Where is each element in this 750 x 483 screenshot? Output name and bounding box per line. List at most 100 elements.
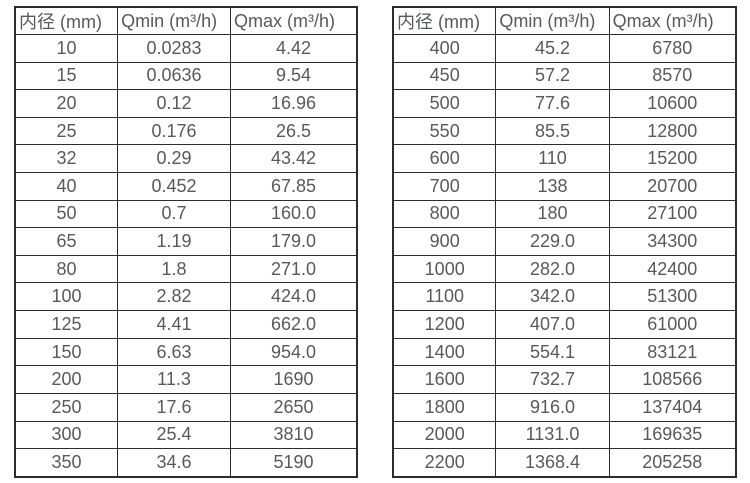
table-row: 500 77.6 10600 [392,89,737,118]
qmax-cell: 4.42 [229,34,358,63]
flow-rate-table-large-diameters: 内径 (mm) Qmin (m³/h) Qmax (m³/h) 400 45.2 6… [392,6,737,478]
qmax-cell: 6780 [608,34,737,63]
table-row: 800 180 27100 [392,199,737,229]
table-row: 550 85.5 12800 [392,116,737,146]
diameter-cell: 500 [392,89,497,118]
qmin-cell: 110 [495,144,610,174]
table-row: 50 0.7 160.0 [14,199,358,229]
qmin-cell: 1.8 [117,254,231,284]
qmax-cell: 26.5 [229,116,358,146]
diameter-cell: 80 [14,254,119,284]
qmax-cell: 137404 [608,392,737,422]
table-row: 700 138 20700 [392,172,737,201]
qmin-cell: 138 [495,172,610,201]
table-row: 600 110 15200 [392,144,737,174]
qmin-cell: 85.5 [495,116,610,146]
table-row: 900 229.0 34300 [392,227,737,256]
qmax-cell: 67.85 [229,172,358,201]
qmin-cell: 407.0 [495,310,610,339]
flow-rate-table-small-diameters: 内径 (mm) Qmin (m³/h) Qmax (m³/h) 10 0.0283… [14,6,358,478]
diameter-cell: 1600 [392,365,497,394]
table-row: 250 17.6 2650 [14,392,358,422]
table-row: 40 0.452 67.85 [14,172,358,201]
header-qmin: Qmin (m³/h) [495,6,610,35]
qmin-cell: 0.12 [117,89,231,118]
qmin-cell: 0.0636 [117,61,231,91]
qmin-cell: 25.4 [117,420,231,450]
diameter-cell: 32 [14,144,119,174]
diameter-cell: 2000 [392,420,497,450]
diameter-cell: 700 [392,172,497,201]
table-body: 10 0.0283 4.42 15 0.0636 9.54 20 0.12 16.96 25 0.1… [14,34,358,478]
qmax-cell: 83121 [608,337,737,367]
qmax-cell: 15200 [608,144,737,174]
qmin-cell: 229.0 [495,227,610,256]
qmin-cell: 2.82 [117,282,231,312]
qmax-cell: 27100 [608,199,737,229]
diameter-cell: 400 [392,34,497,63]
qmax-cell: 12800 [608,116,737,146]
header-inner-diameter: 内径 (mm) [14,6,119,35]
qmin-cell: 1131.0 [495,420,610,450]
table-row: 350 34.6 5190 [14,448,358,478]
qmax-cell: 954.0 [229,337,358,367]
diameter-cell: 150 [14,337,119,367]
qmin-cell: 1.19 [117,227,231,256]
diameter-cell: 1100 [392,282,497,312]
qmin-cell: 4.41 [117,310,231,339]
qmin-cell: 17.6 [117,392,231,422]
qmin-cell: 0.7 [117,199,231,229]
qmax-cell: 42400 [608,254,737,284]
qmin-cell: 282.0 [495,254,610,284]
diameter-cell: 550 [392,116,497,146]
diameter-cell: 350 [14,448,119,478]
qmin-cell: 34.6 [117,448,231,478]
diameter-cell: 125 [14,310,119,339]
qmax-cell: 424.0 [229,282,358,312]
qmin-cell: 180 [495,199,610,229]
diameter-cell: 200 [14,365,119,394]
table-row: 200 11.3 1690 [14,365,358,394]
qmin-cell: 77.6 [495,89,610,118]
qmin-cell: 0.29 [117,144,231,174]
qmax-cell: 169635 [608,420,737,450]
table-row: 25 0.176 26.5 [14,116,358,146]
table-row: 1100 342.0 51300 [392,282,737,312]
header-row: 内径 (mm) Qmin (m³/h) Qmax (m³/h) [392,6,737,35]
qmin-cell: 342.0 [495,282,610,312]
table-body: 400 45.2 6780 450 57.2 8570 500 77.6 10600 550 85.… [392,34,737,478]
header-qmax: Qmax (m³/h) [608,6,737,35]
qmax-cell: 20700 [608,172,737,201]
qmax-cell: 1690 [229,365,358,394]
diameter-cell: 300 [14,420,119,450]
header-row: 内径 (mm) Qmin (m³/h) Qmax (m³/h) [14,6,358,35]
qmax-cell: 34300 [608,227,737,256]
diameter-cell: 450 [392,61,497,91]
table-row: 150 6.63 954.0 [14,337,358,367]
header-qmin: Qmin (m³/h) [117,6,231,35]
table-row: 1800 916.0 137404 [392,392,737,422]
table-row: 32 0.29 43.42 [14,144,358,174]
qmax-cell: 179.0 [229,227,358,256]
qmax-cell: 5190 [229,448,358,478]
diameter-cell: 600 [392,144,497,174]
qmax-cell: 271.0 [229,254,358,284]
table-row: 80 1.8 271.0 [14,254,358,284]
diameter-cell: 2200 [392,448,497,478]
diameter-cell: 25 [14,116,119,146]
qmin-cell: 57.2 [495,61,610,91]
diameter-cell: 1000 [392,254,497,284]
diameter-cell: 50 [14,199,119,229]
diameter-cell: 100 [14,282,119,312]
table-row: 20 0.12 16.96 [14,89,358,118]
qmin-cell: 6.63 [117,337,231,367]
qmax-cell: 8570 [608,61,737,91]
table-row: 1200 407.0 61000 [392,310,737,339]
qmin-cell: 732.7 [495,365,610,394]
diameter-cell: 1400 [392,337,497,367]
qmin-cell: 554.1 [495,337,610,367]
table-row: 1000 282.0 42400 [392,254,737,284]
qmax-cell: 662.0 [229,310,358,339]
table-row: 1400 554.1 83121 [392,337,737,367]
table-row: 1600 732.7 108566 [392,365,737,394]
